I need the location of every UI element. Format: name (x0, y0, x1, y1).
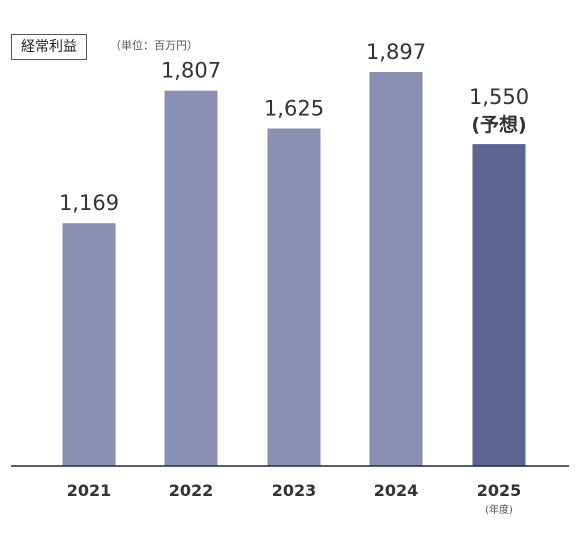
bar-2022 (164, 90, 218, 466)
x-tick-label-2023: 2023 (272, 481, 317, 500)
value-label-2023: 1,625 (264, 96, 324, 120)
unit-label: （単位：百万円） (110, 39, 198, 52)
value-label-2024: 1,897 (366, 40, 426, 64)
x-axis-unit-label: (年度) (485, 503, 513, 516)
bar-2021 (62, 223, 116, 466)
bar-2025 (472, 144, 526, 467)
x-tick-label-2024: 2024 (374, 481, 419, 500)
value-label-2021: 1,169 (59, 191, 119, 215)
x-tick-label-2022: 2022 (169, 481, 214, 500)
bar-2024 (369, 72, 423, 466)
x-tick-label-2025: 2025 (477, 481, 522, 500)
forecast-note-label: (予想) (471, 113, 526, 136)
bar-2023 (267, 128, 321, 466)
value-label-2022: 1,807 (161, 59, 221, 83)
chart-title: 経常利益 (11, 34, 87, 60)
x-tick-label-2021: 2021 (67, 481, 112, 500)
value-label-2025: 1,550 (469, 85, 529, 109)
